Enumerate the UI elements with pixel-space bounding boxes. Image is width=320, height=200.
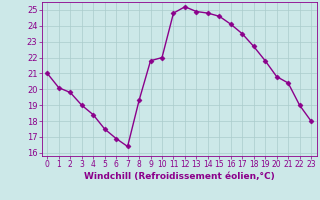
X-axis label: Windchill (Refroidissement éolien,°C): Windchill (Refroidissement éolien,°C) <box>84 172 275 181</box>
